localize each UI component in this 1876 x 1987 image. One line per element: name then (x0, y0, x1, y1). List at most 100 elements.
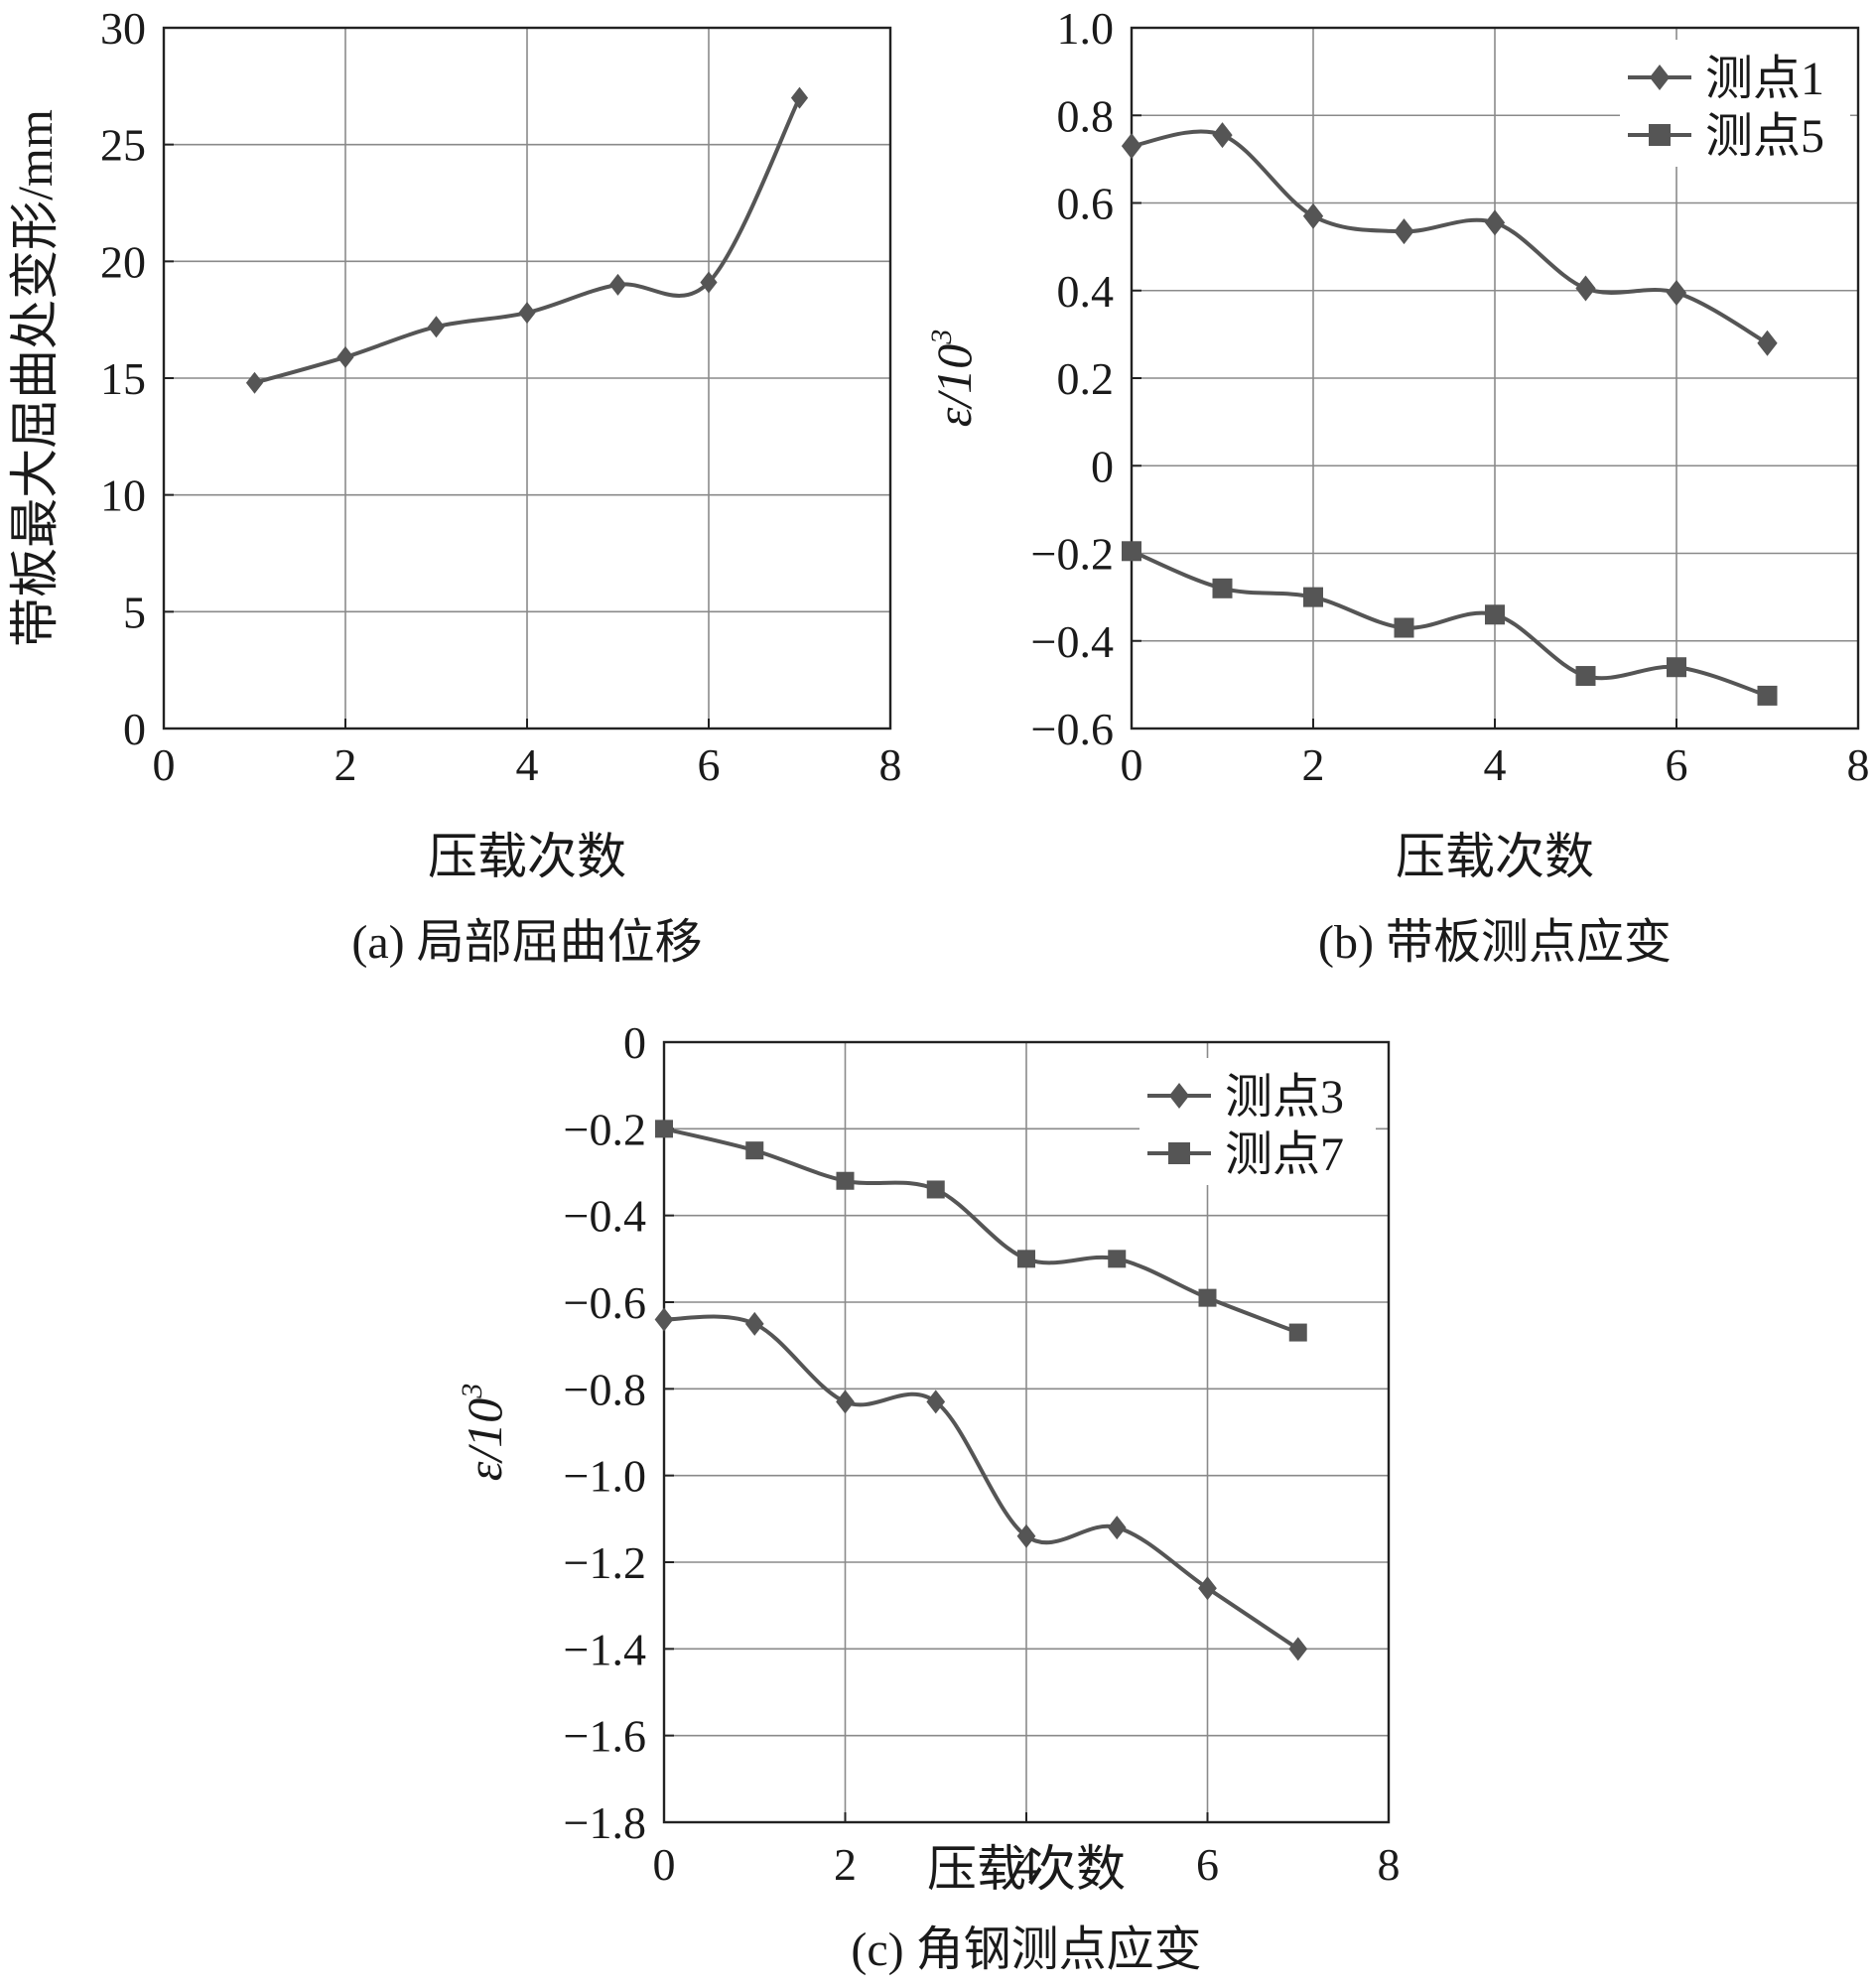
panel-a-ylabel: 带板最大屈曲处变形/mm (7, 109, 63, 647)
panel-b-ytick-label-1: −0.4 (1031, 616, 1114, 667)
panel-c-xtick-label-0: 0 (653, 1839, 676, 1890)
panel-b-xlabel: 压载次数 (1396, 829, 1594, 884)
panel-c-series-0-point-2 (836, 1390, 855, 1414)
panel-b-legend-swatch-marker-0 (1649, 65, 1671, 90)
panel-c-xtick-label-1: 2 (834, 1839, 857, 1890)
panel-a-ytick-label-3: 15 (100, 353, 146, 404)
panel-c-series-1-point-6 (1198, 1288, 1217, 1307)
panel-c-ytick-label-4: −1.0 (564, 1451, 646, 1502)
panel-c-ytick-label-7: −0.4 (564, 1191, 646, 1242)
panel-b-ylabel: ε/103 (925, 330, 982, 428)
panel-b-ytick-label-8: 1.0 (1057, 3, 1115, 54)
panel-a-ytick-label-6: 30 (100, 3, 146, 54)
panel-c-xlabel: 压载次数 (927, 1841, 1126, 1897)
panel-a-ytick-label-1: 5 (123, 587, 146, 637)
panel-c-series-0-point-4 (1016, 1523, 1036, 1548)
panel-c-series-0-line (663, 1314, 1299, 1651)
panel-c-series-1-point-1 (745, 1141, 764, 1160)
panel-b-series-1-point-3 (1394, 617, 1414, 638)
panel-c-xtick-label-2: 4 (1015, 1839, 1038, 1890)
panel-c-ytick-label-2: −1.4 (564, 1624, 646, 1674)
panel-b-series-1-line (1131, 549, 1769, 698)
panel-b: 0 2 4 6 8 −0.6 −0.4 −0.2 0 0.2 0.4 0.6 0.8 1.0 测点1测点5… (925, 3, 1870, 969)
panel-c-series-0-point-1 (744, 1311, 764, 1336)
panel-b-ylabel-main: ε/10 (926, 344, 982, 428)
panel-a-xtick-label-1: 2 (335, 739, 357, 790)
panel-b-legend-swatch-marker-1 (1649, 124, 1671, 146)
panel-b-tick-labels: 0 2 4 6 8 −0.6 −0.4 −0.2 0 0.2 0.4 0.6 0.8 1.0 (1031, 3, 1870, 790)
panel-c-legend-label-1: 测点7 (1225, 1128, 1344, 1181)
panel-b-series-1-point-6 (1667, 657, 1686, 678)
panel-a-series-0-point-2 (427, 316, 446, 338)
panel-b-ytick-label-6: 0.6 (1057, 179, 1115, 229)
panel-b-ytick-label-3: 0 (1091, 441, 1114, 491)
panel-b-legend-label-1: 测点5 (1705, 110, 1824, 163)
panel-c-series-0-point-3 (926, 1390, 946, 1414)
panel-c-xtick-label-3: 6 (1196, 1839, 1219, 1890)
panel-c: 0 2 4 6 8 −1.8 −1.6 −1.4 −1.2 −1.0 −0.8 −0.6 −0.4 −0.… (456, 1017, 1401, 1976)
panel-c-legend-label-0: 测点3 (1225, 1071, 1344, 1124)
panel-c-ytick-label-8: −0.2 (564, 1104, 646, 1154)
panel-b-xtick-label-0: 0 (1121, 739, 1143, 790)
panel-b-ytick-label-4: 0.2 (1057, 353, 1115, 404)
panel-a-series-0-point-6 (790, 86, 809, 109)
panel-b-series-1-point-1 (1212, 578, 1233, 598)
panel-c-ytick-label-0: −1.8 (564, 1797, 646, 1848)
panel-a-series (245, 86, 809, 394)
panel-a-series-0-point-0 (245, 371, 264, 394)
panel-a-series-0-point-5 (700, 271, 718, 294)
panel-b-caption: (b) 带板测点应变 (1318, 916, 1672, 969)
panel-b-series-1-point-0 (1122, 541, 1141, 562)
panel-c-series-0-point-5 (1107, 1516, 1127, 1540)
panel-b-ytick-label-2: −0.2 (1031, 529, 1114, 580)
panel-a-plot-area (162, 26, 892, 730)
panel-b-series-0-point-7 (1757, 330, 1778, 356)
panel-b-xtick-label-4: 8 (1847, 739, 1870, 790)
panel-c-series-1-point-3 (926, 1180, 945, 1199)
panel-c-series-0-point-6 (1198, 1576, 1217, 1601)
panel-c-legend-swatch-marker-0 (1168, 1083, 1190, 1109)
panel-c-series-1-point-4 (1017, 1250, 1035, 1268)
panel-a-xtick-label-0: 0 (153, 739, 176, 790)
panel-b-xtick-label-2: 4 (1484, 739, 1507, 790)
panel-a: 0 2 4 6 8 0 5 10 15 20 25 30 带板最大屈曲处变形/mm 压载次数 (a) … (7, 3, 902, 969)
panel-a-xtick-label-3: 6 (698, 739, 721, 790)
panel-c-ytick-label-6: −0.6 (564, 1277, 646, 1328)
panel-c-series-1-point-2 (836, 1171, 855, 1190)
panel-c-ylabel: ε/103 (456, 1384, 512, 1482)
panel-a-xtick-label-2: 4 (516, 739, 539, 790)
panel-b-series (1121, 122, 1778, 706)
panel-a-series-0-point-1 (336, 345, 354, 368)
panel-a-xtick-label-4: 8 (879, 739, 902, 790)
panel-b-xtick-label-3: 6 (1666, 739, 1688, 790)
panel-b-series-0-point-0 (1121, 133, 1142, 160)
panel-b-series-0-point-2 (1302, 202, 1324, 229)
panel-c-series-1-line (663, 1126, 1299, 1335)
panel-b-series-1-point-5 (1575, 666, 1596, 687)
panel-b-series-0-point-5 (1575, 275, 1596, 302)
panel-c-ytick-label-5: −0.8 (564, 1364, 646, 1414)
panel-c-ytick-label-9: 0 (623, 1017, 646, 1068)
panel-b-ylabel-sup: 3 (925, 330, 958, 345)
panel-a-ytick-label-2: 10 (100, 470, 146, 521)
panel-b-series-1-point-4 (1485, 604, 1505, 625)
panel-b-series-1-point-7 (1757, 685, 1778, 706)
panel-c-series-0-point-7 (1288, 1637, 1308, 1661)
panel-a-series-0-point-3 (518, 302, 536, 325)
panel-b-xtick-label-1: 2 (1302, 739, 1325, 790)
panel-a-caption: (a) 局部屈曲位移 (351, 916, 702, 969)
panel-b-ytick-label-7: 0.8 (1057, 90, 1115, 141)
panel-c-ytick-label-3: −1.2 (564, 1537, 646, 1588)
panel-c-plot-area (662, 1040, 1391, 1824)
panel-c-caption: (c) 角钢测点应变 (851, 1923, 1201, 1976)
panel-c-legend-swatch-marker-1 (1168, 1142, 1190, 1164)
panel-c-ytick-label-1: −1.6 (564, 1711, 646, 1762)
panel-c-ylabel-main: ε/10 (457, 1398, 512, 1482)
panel-b-plot-area (1130, 26, 1860, 730)
panel-c-series-1-point-5 (1108, 1250, 1127, 1268)
panel-c-xtick-label-4: 8 (1378, 1839, 1401, 1890)
panel-a-ytick-label-4: 20 (100, 236, 146, 287)
